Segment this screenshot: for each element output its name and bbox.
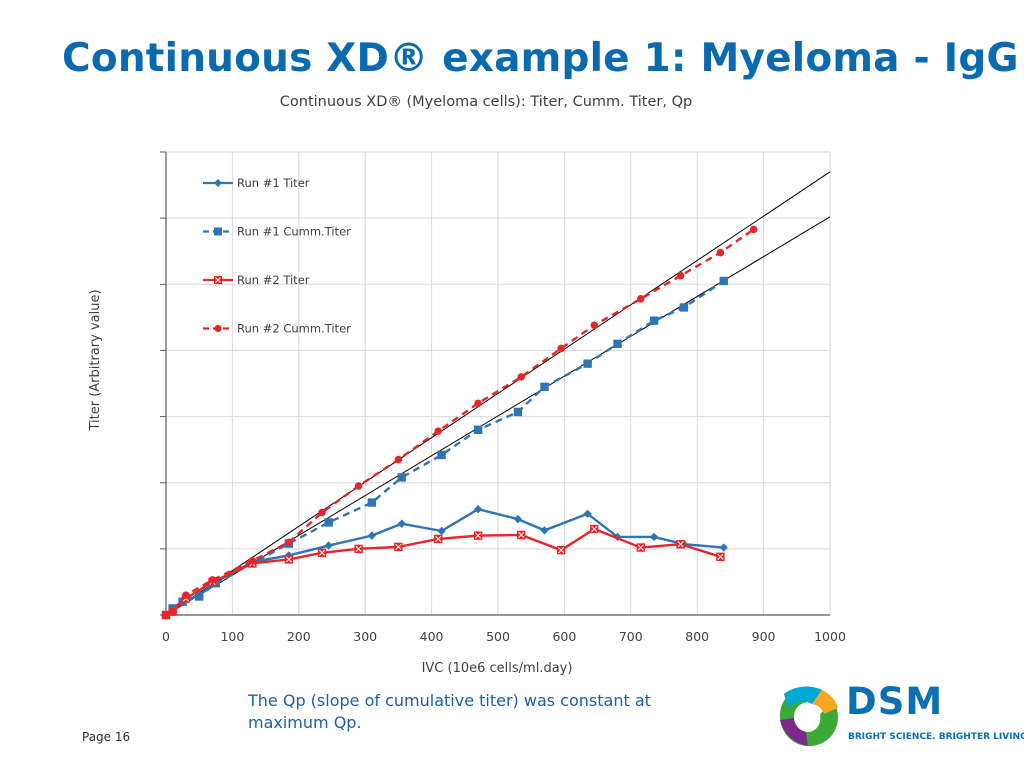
data-point <box>214 227 222 236</box>
series-run-2-cumm-titer <box>162 225 758 619</box>
dsm-logo-text: DSM <box>846 680 944 723</box>
y-axis-label: Titer (Arbitrary value) <box>88 289 103 431</box>
data-point <box>540 382 549 392</box>
chart-title: Continuous XD® (Myeloma cells): Titer, C… <box>279 94 693 110</box>
data-point <box>474 399 482 408</box>
data-point <box>354 544 363 554</box>
data-point <box>649 532 659 542</box>
data-point <box>649 316 659 325</box>
data-point <box>367 531 377 540</box>
data-point <box>719 543 728 552</box>
qp-reference-line <box>165 171 831 616</box>
x-tick-label: 600 <box>552 629 576 644</box>
data-point <box>719 276 728 286</box>
data-point <box>676 271 685 280</box>
data-point <box>636 543 645 552</box>
data-point <box>749 225 758 234</box>
legend-item: Run #1 Titer <box>203 176 310 190</box>
data-point <box>434 427 443 435</box>
x-tick-label: 300 <box>353 629 377 644</box>
slide-caption: The Qp (slope of cumulative titer) was c… <box>248 691 651 732</box>
dsm-tagline: BRIGHT SCIENCE. BRIGHTER LIVING. <box>848 732 1024 742</box>
data-point <box>473 425 483 434</box>
data-point <box>636 295 645 303</box>
data-point <box>285 538 293 547</box>
chart-legend: Run #1 Titer Run #1 Cumm.Titer Run #2 Tite… <box>203 176 351 336</box>
x-tick-label: 900 <box>752 629 776 644</box>
data-point <box>590 524 599 534</box>
data-point <box>214 324 222 333</box>
data-point <box>248 556 257 565</box>
data-point <box>473 531 483 540</box>
legend-item: Run #2 Titer <box>203 273 310 287</box>
data-point <box>583 509 592 519</box>
dsm-logo-mark <box>780 686 838 746</box>
series-line <box>165 228 755 617</box>
data-point <box>208 576 217 584</box>
legend-label: Run #1 Titer <box>237 176 310 190</box>
chart-series <box>161 225 758 620</box>
data-point <box>324 518 333 527</box>
data-point <box>434 534 443 544</box>
data-point <box>284 555 294 564</box>
data-point <box>394 542 403 552</box>
x-tick-label: 200 <box>287 629 311 644</box>
data-point <box>324 541 333 550</box>
x-tick-label: 0 <box>162 629 170 644</box>
x-axis-label: IVC (10e6 cells/ml.day) <box>422 661 573 676</box>
legend-label: Run #2 Titer <box>237 273 310 287</box>
slide-title: Continuous XD® example 1: Myeloma - IgG <box>62 36 1019 81</box>
data-point <box>540 526 549 535</box>
x-tick-label: 100 <box>220 629 244 644</box>
chart-axes: 0 100 200 300 400 500 600 700 800 900 1000 <box>160 151 846 644</box>
data-point <box>473 504 483 514</box>
page-number: Page 16 <box>82 730 131 744</box>
data-point <box>679 303 689 312</box>
legend-item: Run #1 Cumm.Titer <box>203 225 351 239</box>
data-point <box>613 339 622 349</box>
x-tick-label: 400 <box>420 629 444 644</box>
data-point <box>367 498 377 507</box>
data-point <box>557 344 565 353</box>
data-point <box>437 450 446 460</box>
data-point <box>182 591 190 599</box>
data-point <box>513 407 523 417</box>
data-point <box>317 548 327 558</box>
data-point <box>437 526 446 536</box>
data-point <box>517 373 526 381</box>
data-point <box>676 540 685 549</box>
data-point <box>517 530 526 540</box>
series-run-1-titer <box>161 504 728 620</box>
x-tick-label: 700 <box>619 629 643 644</box>
series-run-2-titer <box>161 524 725 620</box>
x-tick-label: 1000 <box>814 629 846 644</box>
data-point <box>716 552 725 561</box>
data-point <box>394 455 403 464</box>
data-point <box>354 482 363 490</box>
series-line <box>165 527 721 617</box>
dsm-logo: DSM BRIGHT SCIENCE. BRIGHTER LIVING. <box>776 680 1024 750</box>
data-point <box>168 607 177 616</box>
data-point <box>162 611 170 619</box>
x-tick-label: 500 <box>486 629 510 644</box>
data-point <box>397 519 406 528</box>
legend-label: Run #2 Cumm.Titer <box>237 322 351 336</box>
legend-item: Run #2 Cumm.Titer <box>203 322 351 336</box>
data-point <box>716 248 725 257</box>
data-point <box>195 592 204 601</box>
data-point <box>397 473 406 482</box>
data-point <box>214 179 222 187</box>
legend-label: Run #1 Cumm.Titer <box>237 225 351 239</box>
chart-grid <box>165 151 831 616</box>
data-point <box>556 545 566 555</box>
data-point <box>318 508 326 517</box>
x-tick-label: 800 <box>685 629 709 644</box>
data-point <box>583 359 592 368</box>
data-point <box>214 276 222 284</box>
data-point <box>513 514 523 524</box>
data-point <box>590 321 599 330</box>
